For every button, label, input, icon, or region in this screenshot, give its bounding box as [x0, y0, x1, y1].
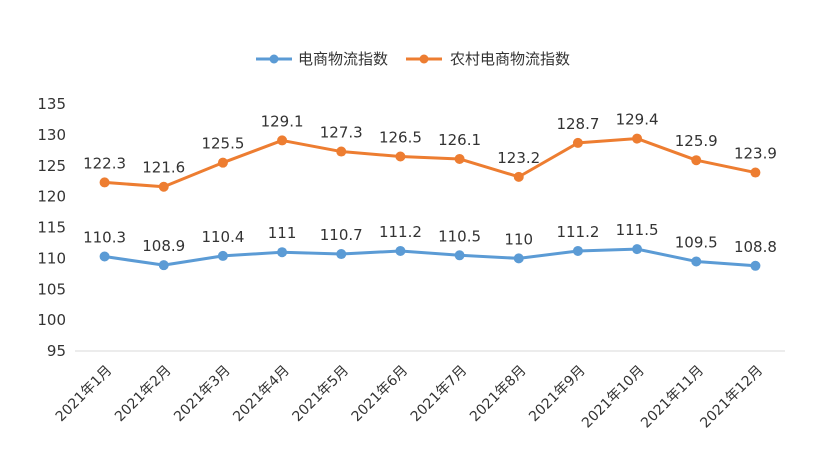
y-tick-label: 95 — [47, 342, 66, 360]
y-tick-label: 120 — [37, 188, 66, 206]
data-label: 121.6 — [142, 159, 185, 177]
data-label: 122.3 — [83, 154, 126, 172]
data-point — [336, 146, 347, 157]
data-label: 125.9 — [675, 132, 718, 150]
data-point — [750, 167, 761, 178]
x-tick-label: 2021年11月 — [638, 363, 707, 432]
y-tick-label: 125 — [37, 157, 66, 175]
data-label: 110.7 — [320, 226, 363, 244]
data-point — [217, 250, 228, 261]
x-tick-label: 2021年10月 — [579, 363, 648, 432]
data-point — [513, 171, 524, 182]
data-label: 123.9 — [734, 145, 777, 163]
legend-item: 农村电商物流指数 — [406, 50, 570, 68]
x-tick-label: 2021年6月 — [349, 363, 412, 426]
data-point — [99, 251, 110, 262]
x-tick-label: 2021年5月 — [289, 363, 352, 426]
data-point — [454, 250, 465, 261]
series-layer: 110.3 108.9 110.4 111 110.7 111.2 110.5 110 111.… — [83, 111, 777, 271]
data-label: 123.2 — [497, 149, 540, 167]
legend-marker — [269, 54, 279, 64]
legend-marker — [419, 54, 429, 64]
data-label: 129.4 — [616, 111, 659, 129]
data-label: 127.3 — [320, 124, 363, 142]
data-label: 125.5 — [201, 135, 244, 153]
series-line — [103, 137, 757, 189]
data-point — [572, 137, 583, 148]
data-point — [158, 181, 169, 192]
data-point — [513, 253, 524, 264]
data-label: 111.5 — [616, 221, 659, 239]
x-tick-label: 2021年3月 — [171, 363, 234, 426]
legend-label: 农村电商物流指数 — [450, 50, 570, 68]
data-label: 111.2 — [556, 223, 599, 241]
data-point — [572, 245, 583, 256]
data-label: 110.3 — [83, 229, 126, 247]
data-label: 126.1 — [438, 131, 481, 149]
data-point — [277, 135, 288, 146]
y-tick-label: 130 — [37, 126, 66, 144]
data-label: 111 — [268, 224, 297, 242]
x-axis: 2021年1月2021年2月2021年3月2021年4月2021年5月2021年… — [53, 350, 785, 432]
data-point — [454, 153, 465, 164]
y-tick-label: 115 — [37, 219, 66, 237]
x-tick-label: 2021年1月 — [53, 363, 116, 426]
y-tick-label: 110 — [37, 249, 66, 267]
legend-item: 电商物流指数 — [256, 50, 388, 68]
x-tick-label: 2021年7月 — [408, 363, 471, 426]
data-label: 111.2 — [379, 223, 422, 241]
y-axis: 95 100 105 110 115 120 125 130 135 — [37, 95, 66, 360]
x-tick-label: 2021年8月 — [467, 363, 530, 426]
series-1: 110.3 108.9 110.4 111 110.7 111.2 110.5 110 111.… — [83, 221, 777, 271]
data-point — [691, 256, 702, 267]
data-label: 128.7 — [556, 115, 599, 133]
data-label: 110.4 — [201, 228, 244, 246]
data-point — [750, 260, 761, 271]
x-tick-label: 2021年2月 — [112, 363, 175, 426]
y-tick-label: 135 — [37, 95, 66, 113]
y-tick-label: 105 — [37, 280, 66, 298]
data-label: 129.1 — [261, 112, 304, 130]
data-point — [691, 155, 702, 166]
data-point — [395, 151, 406, 162]
series-2: 122.3 121.6 125.5 129.1 127.3 126.5 126.1 123.2… — [83, 111, 777, 192]
data-label: 109.5 — [675, 233, 718, 251]
data-label: 126.5 — [379, 128, 422, 146]
data-point — [336, 249, 347, 260]
data-label: 110 — [504, 230, 533, 248]
y-tick-label: 100 — [37, 311, 66, 329]
legend: 电商物流指数 农村电商物流指数 — [256, 50, 570, 68]
x-tick-label: 2021年12月 — [697, 363, 766, 432]
x-tick-label: 2021年9月 — [526, 363, 589, 426]
data-point — [217, 157, 228, 168]
data-point — [632, 133, 643, 144]
data-point — [99, 177, 110, 188]
data-point — [395, 245, 406, 256]
data-point — [277, 247, 288, 258]
data-label: 108.9 — [142, 237, 185, 255]
series-line — [103, 247, 757, 268]
data-label: 108.8 — [734, 238, 777, 256]
legend-label: 电商物流指数 — [298, 50, 388, 68]
data-point — [158, 260, 169, 271]
data-label: 110.5 — [438, 227, 481, 245]
x-tick-label: 2021年4月 — [230, 363, 293, 426]
data-point — [632, 244, 643, 255]
